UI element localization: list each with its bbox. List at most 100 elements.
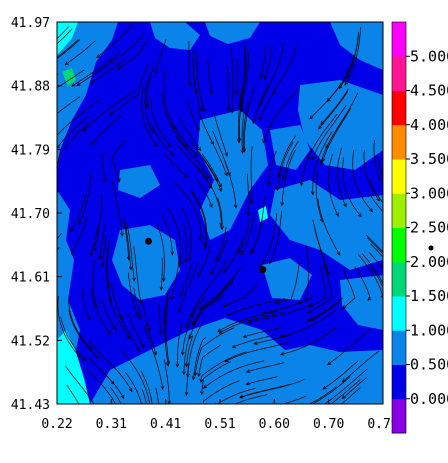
- streamline-arrowhead: [206, 174, 210, 179]
- streamline-arrowhead: [94, 406, 97, 410]
- streamline-arrowhead: [15, 256, 18, 259]
- colorbar-segment: [392, 193, 406, 228]
- streamline: [68, 310, 99, 359]
- streamline-arrowhead: [172, 125, 176, 130]
- streamline-arrowhead: [376, 197, 380, 202]
- streamline-arrowhead: [239, 394, 244, 399]
- streamline-arrowhead: [274, 300, 280, 305]
- streamline-arrowhead: [377, 177, 381, 182]
- streamline: [219, 311, 283, 334]
- streamline: [183, 224, 188, 263]
- streamline: [163, 67, 176, 130]
- streamline: [86, 368, 116, 404]
- streamline-arrowhead: [113, 326, 117, 331]
- x-tick-label: 0.31: [96, 417, 127, 432]
- streamline-arrowhead: [299, 182, 304, 187]
- patch-0-5-1-0: [90, 318, 383, 404]
- streamline: [212, 130, 231, 176]
- streamline: [160, 257, 163, 290]
- streamline: [320, 112, 348, 164]
- streamline: [234, 394, 268, 404]
- streamline: [342, 377, 367, 399]
- streamline: [90, 59, 126, 84]
- streamline: [133, 287, 142, 319]
- streamline-arrowhead: [109, 60, 114, 64]
- streamline-arrowhead: [279, 334, 284, 338]
- streamline: [250, 146, 253, 204]
- streamline: [201, 361, 231, 395]
- data-point: [145, 237, 153, 245]
- streamline: [57, 28, 73, 45]
- streamline-arrowhead: [128, 266, 133, 271]
- streamline-arrowhead: [306, 405, 310, 408]
- streamline: [240, 212, 255, 256]
- streamline-arrowhead: [209, 203, 213, 208]
- streamline-arrowhead: [184, 391, 189, 397]
- streamline: [186, 335, 194, 367]
- streamline: [106, 247, 112, 302]
- streamline-arrowhead: [145, 103, 149, 108]
- streamline-arrowhead: [182, 371, 186, 376]
- streamline-arrowhead: [318, 125, 322, 130]
- streamline: [312, 131, 333, 195]
- streamline-arrowhead: [170, 251, 175, 256]
- streamline-arrowhead: [242, 334, 248, 338]
- streamline: [307, 263, 333, 313]
- streamline-arrowhead: [217, 328, 222, 333]
- streamline: [111, 179, 123, 237]
- streamline-arrowhead: [148, 405, 151, 408]
- streamline-arrowhead: [179, 292, 184, 298]
- streamline: [191, 191, 208, 249]
- streamline-arrowhead: [98, 255, 102, 261]
- patch-1-0-1-5: [57, 22, 78, 55]
- streamline-arrowhead: [239, 100, 244, 105]
- patch-0-5-1-0: [270, 180, 383, 270]
- streamline: [173, 180, 202, 241]
- colorbar-marker-dot: [428, 245, 434, 251]
- streamline: [318, 90, 349, 130]
- streamline-arrowhead: [250, 250, 254, 255]
- streamline-arrowhead: [188, 257, 192, 262]
- streamline: [369, 193, 383, 213]
- streamline-arrowhead: [357, 213, 362, 218]
- streamline: [227, 298, 286, 317]
- streamline: [361, 253, 383, 286]
- streamline: [309, 265, 327, 308]
- streamline-arrowhead: [307, 156, 311, 161]
- streamline: [215, 226, 227, 261]
- streamline-arrowhead: [281, 175, 286, 180]
- streamline: [326, 54, 355, 102]
- streamline-arrowhead: [386, 186, 389, 190]
- streamline-arrowhead: [76, 353, 81, 358]
- streamline: [172, 122, 198, 157]
- streamline: [92, 260, 98, 308]
- streamline-arrowhead: [326, 271, 330, 276]
- streamline-arrowhead: [322, 385, 327, 390]
- streamline: [192, 58, 197, 94]
- streamline-arrowhead: [23, 94, 26, 97]
- streamline: [146, 66, 155, 107]
- streamline: [65, 365, 95, 404]
- streamline: [207, 58, 212, 95]
- streamline-arrowhead: [64, 61, 69, 66]
- streamline-arrowhead: [215, 256, 220, 262]
- streamline: [159, 302, 162, 335]
- colorbar-label: 1.500: [410, 287, 448, 305]
- colorbar-segment: [392, 22, 406, 57]
- colorbar-segment: [392, 330, 406, 365]
- streamline-arrowhead: [240, 150, 245, 155]
- streamline: [88, 340, 133, 392]
- y-tick-label: 41.97: [11, 16, 50, 31]
- streamline: [99, 224, 105, 260]
- y-tick-label: 41.52: [11, 334, 50, 349]
- streamline-arrowhead: [146, 423, 149, 426]
- colorbar-label: 3.500: [410, 150, 448, 168]
- streamline-arrowhead: [245, 381, 250, 386]
- streamline: [175, 135, 210, 179]
- streamline: [251, 195, 265, 252]
- streamline-arrowhead: [120, 394, 125, 399]
- streamline-arrowhead: [132, 277, 136, 282]
- streamline: [369, 252, 383, 271]
- streamline-arrowhead: [69, 228, 74, 233]
- streamline: [272, 45, 297, 94]
